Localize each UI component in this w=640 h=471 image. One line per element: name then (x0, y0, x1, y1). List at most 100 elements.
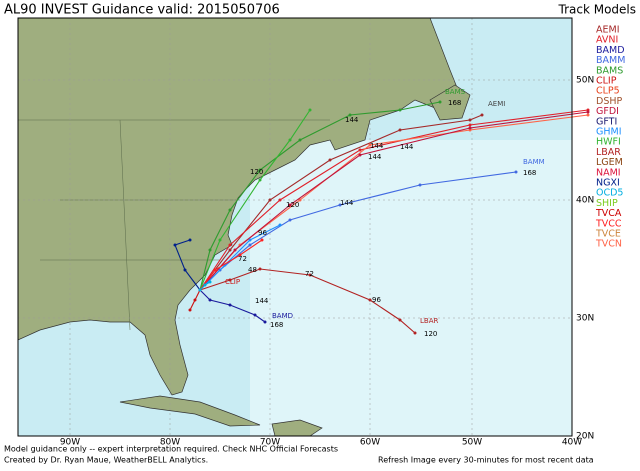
track-point (208, 298, 212, 302)
track-point (398, 128, 402, 132)
track-point (358, 148, 362, 152)
track (199, 239, 263, 291)
track-point (480, 113, 484, 117)
map-frame (17, 17, 573, 437)
track-label: 144 (368, 153, 382, 161)
track-point (183, 268, 187, 272)
track-point (288, 203, 292, 207)
state-borders (18, 119, 330, 331)
track-point (278, 223, 282, 227)
legend-entry: DSHP (596, 96, 622, 107)
track (199, 101, 441, 291)
graticule (18, 18, 572, 436)
track-label: BAMS (445, 88, 466, 96)
lat-label: 40N (576, 196, 594, 206)
disclaimer: Model guidance only -- expert interpreta… (4, 445, 338, 454)
lon-label: 70W (260, 438, 280, 448)
track-point (233, 248, 237, 252)
legend-entry: CLIP (596, 76, 617, 87)
legend-title: Track Models (558, 3, 637, 17)
track-point (188, 238, 192, 242)
track-point (258, 267, 262, 271)
track-point (288, 218, 292, 222)
legend-entry: GFDI (596, 106, 619, 117)
track-point (228, 303, 232, 307)
credit: Created by Dr. Ryan Maue, WeatherBELL An… (4, 456, 208, 465)
track-point (228, 208, 232, 212)
track-label: BAMM (523, 158, 545, 166)
track-point (368, 298, 372, 302)
track-point (248, 243, 252, 247)
track-label: 120 (424, 330, 437, 338)
legend-entry: BAMD (596, 45, 625, 56)
legend-entry: OCD5 (596, 188, 623, 199)
track-point (268, 198, 272, 202)
legend-entry: NAMI (596, 167, 621, 178)
cuba (119, 395, 261, 427)
track-label: 168 (448, 99, 461, 107)
newfoundland (429, 84, 471, 121)
track-label: 96 (372, 296, 381, 304)
hispaniola (271, 419, 323, 437)
lat-label: 20N (576, 432, 594, 442)
track-point (338, 203, 342, 207)
track-label: 120 (250, 168, 263, 176)
track-point (418, 183, 422, 187)
legend: AEMIAVNIBAMDBAMMBAMSCLIPCLP5DSHPGFDIGFTI… (595, 25, 625, 250)
legend-entry: AVNI (596, 35, 618, 46)
refresh-note: Refresh Image every 30-minutes for most … (378, 456, 594, 465)
track-label: 144 (255, 297, 269, 305)
track-label: BAMD (272, 312, 293, 320)
title: AL90 INVEST Guidance valid: 2015050706 (4, 3, 280, 18)
track-point (213, 268, 217, 272)
track-point (208, 280, 212, 284)
track-point (328, 158, 332, 162)
track-point (253, 313, 257, 317)
track-point (193, 298, 197, 302)
track-point (398, 108, 402, 112)
track (199, 109, 589, 291)
track-label: AEMI (488, 100, 505, 108)
track (199, 224, 281, 291)
track (199, 111, 589, 291)
track-point (468, 123, 472, 127)
track-point (198, 288, 202, 292)
track-point (348, 113, 352, 117)
legend-entry: GHMI (596, 127, 622, 138)
labels: 50N 40N 30N 20N 90W 80W 70W 60W 50W 40W AEMI BAMS BA… (60, 76, 594, 448)
borders (18, 119, 330, 331)
legend-entry: GFTI (596, 116, 617, 127)
track-label: 144 (340, 199, 354, 207)
lon-label: 50W (462, 438, 482, 448)
track-point (203, 283, 207, 287)
legend-entry: BAMM (596, 55, 625, 66)
track-label: LBAR (420, 317, 438, 325)
track-point (586, 113, 590, 117)
track-point (586, 110, 590, 114)
track-label: 96 (258, 229, 267, 237)
track-point (368, 143, 372, 147)
track-point (188, 308, 192, 312)
track-point (298, 198, 302, 202)
lat-label: 50N (576, 76, 594, 86)
track-point (258, 178, 262, 182)
track-point (228, 248, 232, 252)
track-label: 144 (400, 143, 414, 151)
track-point (358, 153, 362, 157)
track-label: 120 (286, 201, 299, 209)
lat-label: 30N (576, 314, 594, 324)
legend-entry: AEMI (596, 25, 620, 36)
track-point (288, 138, 292, 142)
track-point (308, 273, 312, 277)
legend-entry: TVCE (595, 229, 621, 240)
legend-entry: NGXI (596, 178, 620, 189)
track-label: 168 (523, 169, 536, 177)
track-point (468, 118, 472, 122)
track-label: 48 (248, 266, 257, 274)
track-point (260, 238, 264, 242)
track-label: 72 (238, 255, 247, 263)
track-point (398, 318, 402, 322)
track-point (263, 320, 267, 324)
track (174, 239, 201, 291)
